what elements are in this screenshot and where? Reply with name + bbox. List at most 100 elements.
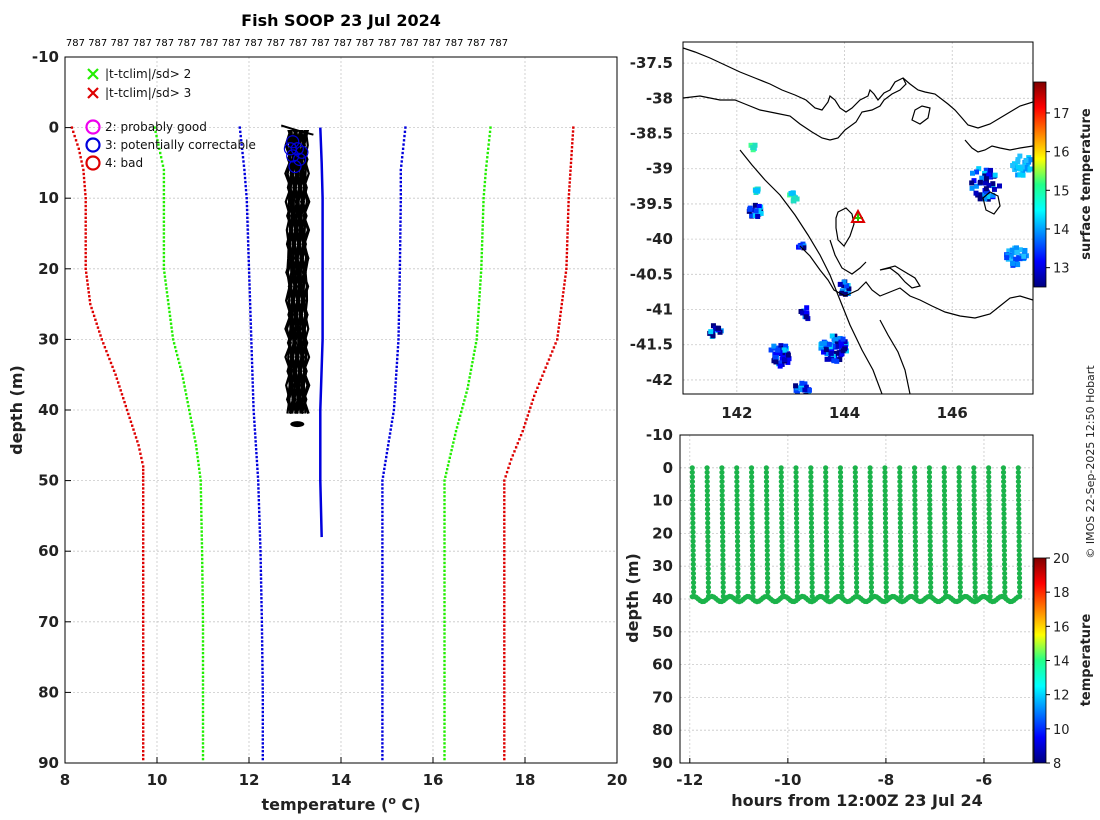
timeseries-point bbox=[941, 478, 947, 485]
profile-climatology-dot bbox=[477, 310, 480, 314]
profile-climatology-dot bbox=[249, 330, 253, 333]
profile-climatology-dot bbox=[255, 455, 258, 459]
timeseries-point bbox=[689, 469, 695, 475]
timeseries-point bbox=[1001, 520, 1007, 526]
profile-climatology-dot bbox=[72, 130, 75, 134]
profile-climatology-dot bbox=[260, 632, 264, 635]
map-colorbar-tick-label: 14 bbox=[1053, 223, 1070, 238]
profile-climatology-dot bbox=[478, 287, 482, 290]
profile-climatology-dot bbox=[187, 404, 190, 408]
timeseries-point bbox=[1016, 580, 1023, 586]
profile-climatology-dot bbox=[566, 232, 569, 235]
timeseries-point bbox=[883, 529, 889, 535]
profile-climatology-dot bbox=[443, 624, 446, 627]
timeseries-point bbox=[868, 515, 874, 521]
timeseries-point bbox=[971, 520, 978, 526]
timeseries-point bbox=[838, 497, 844, 503]
timeseries-point bbox=[838, 534, 844, 540]
profile-climatology-dot bbox=[399, 172, 402, 176]
timeseries-point bbox=[942, 561, 948, 567]
timeseries-point bbox=[690, 557, 696, 563]
profile-climatology-dot bbox=[201, 655, 205, 659]
timeseries-point bbox=[720, 584, 726, 590]
timeseries-point bbox=[719, 524, 726, 531]
profile-climatology-dot bbox=[443, 726, 446, 729]
timeseries-cast bbox=[971, 465, 978, 599]
profile-climatology-dot bbox=[142, 487, 145, 490]
profile-climatology-dot bbox=[200, 510, 203, 514]
timeseries-point bbox=[765, 584, 771, 590]
profile-climatology-dot bbox=[467, 380, 471, 383]
timeseries-point bbox=[824, 552, 830, 558]
map-sst-pixel bbox=[750, 145, 756, 151]
profile-climatology-dot bbox=[381, 636, 384, 639]
timeseries-point bbox=[957, 589, 964, 595]
timeseries-point bbox=[926, 465, 932, 471]
profile-climatology-dot bbox=[254, 448, 258, 451]
timeseries-point bbox=[986, 543, 993, 549]
profile-climatology-dot bbox=[503, 565, 506, 569]
profile-climatology-dot bbox=[564, 275, 567, 278]
timeseries-point bbox=[1001, 538, 1007, 544]
timeseries-point bbox=[941, 474, 947, 480]
profile-climatology-dot bbox=[142, 472, 145, 475]
profile-climatology-dot bbox=[142, 600, 145, 604]
timeseries-point bbox=[987, 552, 993, 558]
profile-climatology-dot bbox=[260, 604, 263, 608]
profile-climatology-dot bbox=[398, 283, 401, 286]
map-sst-pixel bbox=[836, 350, 842, 356]
timeseries-point bbox=[734, 538, 741, 544]
profile-climatology-dot bbox=[261, 757, 264, 761]
profile-climatology-dot bbox=[142, 702, 145, 706]
profile-climatology-dot bbox=[260, 593, 263, 596]
profile-climatology-dot bbox=[381, 475, 385, 478]
map-sst-pixel bbox=[840, 348, 846, 354]
profile-climatology-dot bbox=[162, 240, 166, 243]
profile-climatology-dot bbox=[565, 251, 569, 255]
timeseries-point bbox=[734, 515, 740, 521]
profile-climatology-dot bbox=[171, 334, 174, 337]
profile-climatology-dot bbox=[525, 418, 528, 421]
map-sst-pixel bbox=[970, 170, 976, 176]
profile-climatology-dot bbox=[256, 471, 259, 474]
profile-climatology-dot bbox=[142, 757, 145, 761]
profile-climatology-dot bbox=[201, 691, 205, 694]
profile-climatology-dot bbox=[507, 466, 510, 470]
profile-climatology-dot bbox=[201, 687, 205, 690]
profile-climatology-dot bbox=[201, 679, 205, 682]
profile-climatology-dot bbox=[570, 157, 573, 161]
profile-climatology-dot bbox=[381, 546, 384, 549]
profile-climatology-dot bbox=[381, 655, 384, 659]
profile-climatology-dot bbox=[542, 370, 546, 373]
profile-climatology-dot bbox=[261, 702, 264, 706]
profile-climatology-dot bbox=[482, 200, 485, 204]
map-sst-pixel bbox=[824, 356, 830, 362]
profile-climatology-dot bbox=[137, 444, 140, 447]
timeseries-point bbox=[971, 474, 977, 480]
map-sst-pixel bbox=[756, 208, 762, 214]
profile-ytick-label: 90 bbox=[38, 754, 59, 772]
timeseries-point bbox=[898, 575, 904, 581]
profile-climatology-dot bbox=[89, 302, 92, 306]
timeseries-point bbox=[704, 483, 710, 489]
profile-climatology-dot bbox=[561, 295, 565, 298]
timeseries-point bbox=[778, 501, 785, 508]
profile-climatology-dot bbox=[503, 714, 506, 718]
profile-climatology-dot bbox=[178, 361, 181, 365]
map-sst-pixel bbox=[821, 349, 827, 355]
profile-climatology-dot bbox=[503, 612, 506, 616]
map-sst-pixel bbox=[1020, 172, 1026, 178]
timeseries-cast bbox=[704, 465, 712, 599]
profile-climatology-dot bbox=[486, 151, 489, 155]
profile-climatology-dot bbox=[252, 412, 256, 416]
profile-climatology-dot bbox=[381, 499, 384, 502]
profile-climatology-dot bbox=[381, 550, 384, 553]
profile-climatology-dot bbox=[129, 420, 133, 423]
timeseries-point bbox=[823, 483, 829, 489]
profile-climatology-dot bbox=[162, 212, 166, 216]
timeseries-colorbar-tick-label: 12 bbox=[1053, 689, 1070, 704]
profile-climatology-dot bbox=[567, 200, 570, 204]
timeseries-cast bbox=[823, 465, 830, 599]
profile-climatology-dot bbox=[516, 442, 519, 445]
profile-climatology-dot bbox=[443, 499, 446, 502]
